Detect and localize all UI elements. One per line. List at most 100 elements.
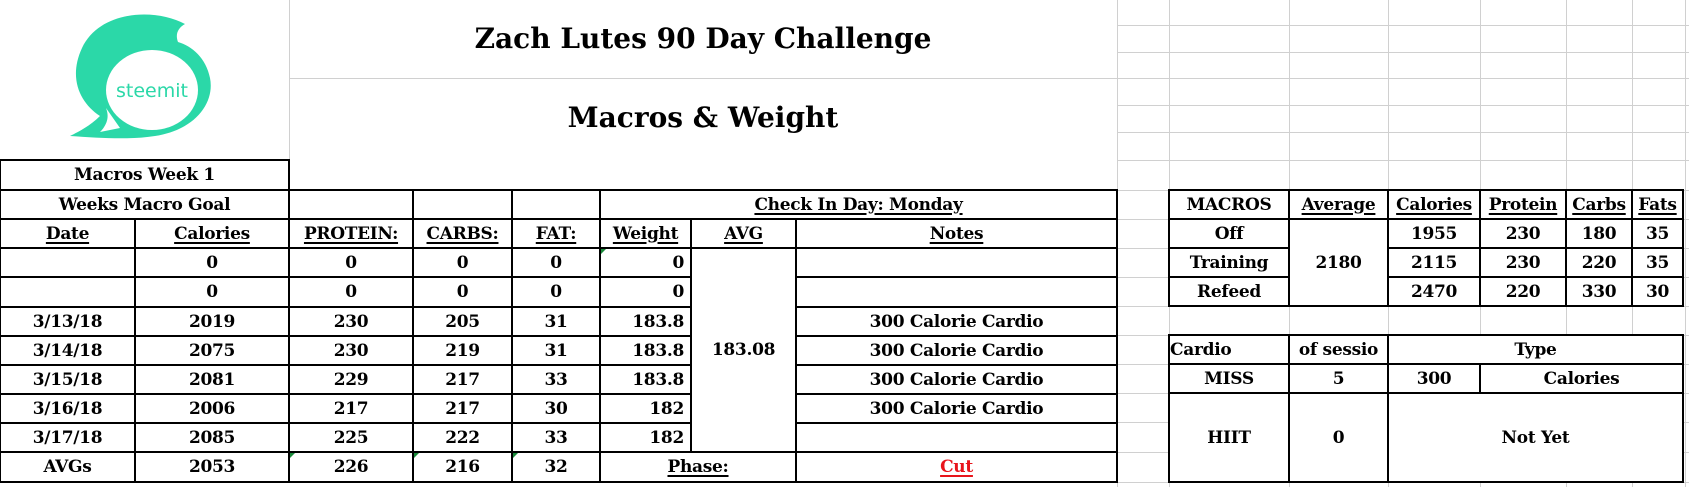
cell-fat[interactable]: 31 [511, 335, 601, 366]
cell-calories[interactable]: 2081 [134, 364, 290, 395]
cell-date[interactable]: 3/13/18 [0, 306, 136, 337]
section-title-cell[interactable]: Macros Week 1 [0, 159, 290, 191]
cell-fat[interactable]: 0 [511, 247, 601, 278]
macros-header[interactable]: MACROS [1168, 189, 1290, 220]
miss-label[interactable]: MISS [1168, 363, 1290, 394]
average-calories[interactable]: 2053 [134, 451, 290, 483]
cell-calories[interactable]: 2006 [134, 393, 290, 424]
cell-date[interactable]: 3/17/18 [0, 422, 136, 453]
header-avg[interactable]: AVG [690, 218, 797, 249]
miss-amount[interactable]: 300 [1387, 363, 1481, 394]
macros-header[interactable]: Average [1288, 189, 1389, 220]
macros-protein[interactable]: 230 [1479, 247, 1567, 278]
macros-carbs[interactable]: 330 [1565, 276, 1633, 307]
cell-protein[interactable]: 217 [288, 393, 414, 424]
cell-weight[interactable]: 182 [599, 393, 692, 424]
miss-sessions[interactable]: 5 [1288, 363, 1389, 394]
cell-protein[interactable]: 230 [288, 306, 414, 337]
macros-calories[interactable]: 2470 [1387, 276, 1481, 307]
cell-fat[interactable]: 0 [511, 276, 601, 308]
cell-notes[interactable]: 300 Calorie Cardio [795, 306, 1118, 337]
macros-header[interactable]: Fats [1631, 189, 1684, 220]
cell-fat[interactable]: 33 [511, 422, 601, 453]
macros-fats[interactable]: 35 [1631, 218, 1684, 249]
macros-day-type[interactable]: Training [1168, 247, 1290, 278]
hiit-type[interactable]: Not Yet [1387, 392, 1684, 483]
header-carbs[interactable]: CARBS: [412, 218, 513, 249]
macros-carbs[interactable]: 220 [1565, 247, 1633, 278]
hiit-sessions[interactable]: 0 [1288, 392, 1389, 483]
cell-protein[interactable]: 229 [288, 364, 414, 395]
average-carbs[interactable]: 216 [412, 451, 513, 483]
macros-header[interactable]: Carbs [1565, 189, 1633, 220]
header-weight[interactable]: Weight [599, 218, 692, 249]
cell-carbs[interactable]: 0 [412, 247, 513, 278]
cell-protein[interactable]: 0 [288, 247, 414, 278]
miss-unit[interactable]: Calories [1479, 363, 1684, 394]
macros-protein[interactable]: 220 [1479, 276, 1567, 307]
sessions-header[interactable]: of sessio [1288, 334, 1389, 365]
cell-weight[interactable]: 0 [599, 247, 692, 278]
cell-fat[interactable]: 33 [511, 364, 601, 395]
cell-notes[interactable] [795, 422, 1118, 453]
phase-value-cell[interactable]: Cut [795, 451, 1118, 483]
cell-weight[interactable]: 0 [599, 276, 692, 308]
macros-carbs[interactable]: 180 [1565, 218, 1633, 249]
blank-cell[interactable] [511, 189, 601, 220]
cell-protein[interactable]: 230 [288, 335, 414, 366]
cell-date[interactable] [0, 247, 136, 278]
cell-protein[interactable]: 0 [288, 276, 414, 308]
cell-date[interactable] [0, 276, 136, 308]
type-header[interactable]: Type [1387, 334, 1684, 365]
macros-calories[interactable]: 2115 [1387, 247, 1481, 278]
cell-calories[interactable]: 2075 [134, 335, 290, 366]
check-in-day-cell[interactable]: Check In Day: Monday [599, 189, 1118, 220]
cell-carbs[interactable]: 219 [412, 335, 513, 366]
macros-protein[interactable]: 230 [1479, 218, 1567, 249]
cell-date[interactable]: 3/16/18 [0, 393, 136, 424]
cell-notes[interactable]: 300 Calorie Cardio [795, 335, 1118, 366]
cell-date[interactable]: 3/14/18 [0, 335, 136, 366]
average-fat[interactable]: 32 [511, 451, 601, 483]
cell-weight[interactable]: 183.8 [599, 364, 692, 395]
phase-label-cell[interactable]: Phase: [599, 451, 797, 483]
blank-cell[interactable] [412, 189, 513, 220]
header-fat[interactable]: FAT: [511, 218, 601, 249]
cell-calories[interactable]: 2085 [134, 422, 290, 453]
cell-weight[interactable]: 183.8 [599, 306, 692, 337]
averages-label-cell[interactable]: AVGs [0, 451, 136, 483]
macros-average-cell[interactable]: 2180 [1288, 218, 1389, 307]
macros-fats[interactable]: 30 [1631, 276, 1684, 307]
cell-notes[interactable]: 300 Calorie Cardio [795, 364, 1118, 395]
cell-notes[interactable]: 300 Calorie Cardio [795, 393, 1118, 424]
macros-header[interactable]: Calories [1387, 189, 1481, 220]
cell-carbs[interactable]: 0 [412, 276, 513, 308]
cell-date[interactable]: 3/15/18 [0, 364, 136, 395]
macros-fats[interactable]: 35 [1631, 247, 1684, 278]
macros-header[interactable]: Protein [1479, 189, 1567, 220]
hiit-label[interactable]: HIIT [1168, 392, 1290, 483]
macros-day-type[interactable]: Off [1168, 218, 1290, 249]
cell-notes[interactable] [795, 276, 1118, 308]
header-notes[interactable]: Notes [795, 218, 1118, 249]
cell-carbs[interactable]: 217 [412, 393, 513, 424]
cell-fat[interactable]: 31 [511, 306, 601, 337]
cell-carbs[interactable]: 205 [412, 306, 513, 337]
cardio-header[interactable]: Cardio [1168, 334, 1290, 365]
cell-protein[interactable]: 225 [288, 422, 414, 453]
weight-average-cell[interactable]: 183.08 [690, 247, 797, 453]
cell-calories[interactable]: 0 [134, 247, 290, 278]
goal-label-cell[interactable]: Weeks Macro Goal [0, 189, 290, 220]
header-calories[interactable]: Calories [134, 218, 290, 249]
cell-carbs[interactable]: 217 [412, 364, 513, 395]
cell-weight[interactable]: 183.8 [599, 335, 692, 366]
cell-fat[interactable]: 30 [511, 393, 601, 424]
blank-cell[interactable] [288, 189, 414, 220]
macros-calories[interactable]: 1955 [1387, 218, 1481, 249]
cell-calories[interactable]: 0 [134, 276, 290, 308]
cell-weight[interactable]: 182 [599, 422, 692, 453]
macros-day-type[interactable]: Refeed [1168, 276, 1290, 307]
header-date[interactable]: Date [0, 218, 136, 249]
cell-notes[interactable] [795, 247, 1118, 278]
cell-calories[interactable]: 2019 [134, 306, 290, 337]
